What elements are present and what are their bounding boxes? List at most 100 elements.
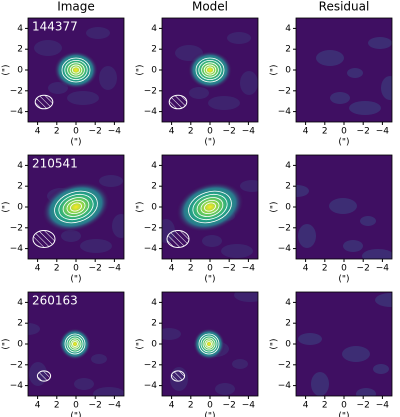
x-tick-label: −2 <box>223 264 236 274</box>
y-tick-label: 2 <box>17 182 23 192</box>
x-tick-label: 2 <box>54 401 60 411</box>
contour <box>72 340 79 347</box>
x-tick-label: −2 <box>89 401 102 411</box>
noise <box>381 76 392 100</box>
noise <box>221 244 253 258</box>
x-tick-label: 0 <box>207 264 213 274</box>
noise <box>112 214 124 238</box>
y-tick-label: 4 <box>17 298 23 308</box>
contour <box>188 190 232 224</box>
y-axis-label: (") <box>2 64 12 75</box>
y-tick-label: 0 <box>151 66 157 76</box>
x-tick-label: 0 <box>73 264 79 274</box>
y-tick-label: −4 <box>278 244 292 254</box>
y-tick-label: 2 <box>151 319 157 329</box>
noise <box>208 96 240 110</box>
x-axis-label: (") <box>70 138 81 148</box>
y-tick-label: −4 <box>278 381 292 391</box>
noise <box>316 50 344 66</box>
x-tick-label: −2 <box>357 401 370 411</box>
contour <box>67 62 85 78</box>
panel <box>296 155 392 259</box>
x-tick-label: −4 <box>242 127 256 137</box>
y-axis-label: (") <box>136 338 146 349</box>
x-tick-label: −4 <box>376 127 390 137</box>
contour <box>204 202 216 212</box>
noise <box>373 364 389 374</box>
x-tick-label: −2 <box>357 264 370 274</box>
y-tick-label: 4 <box>17 24 23 34</box>
contour <box>62 197 90 217</box>
beam <box>32 230 56 248</box>
x-tick-label: 0 <box>341 127 347 137</box>
y-tick-label: −4 <box>10 381 24 391</box>
contour <box>195 57 225 83</box>
panel <box>28 18 124 122</box>
y-tick-label: −2 <box>10 86 23 96</box>
y-tick-label: −4 <box>10 244 24 254</box>
y-tick-label: 0 <box>285 66 291 76</box>
beam <box>166 230 190 248</box>
noise <box>349 101 381 115</box>
x-tick-label: −2 <box>89 264 102 274</box>
x-tick-label: −4 <box>108 127 122 137</box>
contour <box>203 64 217 76</box>
y-tick-label: 0 <box>17 340 23 350</box>
y-axis-label: (") <box>270 64 280 75</box>
beam <box>170 370 186 382</box>
noise <box>240 71 258 95</box>
contour <box>68 337 82 351</box>
y-axis-label: (") <box>2 338 12 349</box>
x-tick-label: 2 <box>322 401 328 411</box>
contour <box>61 57 91 83</box>
panel-background <box>296 292 392 396</box>
y-tick-label: 2 <box>17 319 23 329</box>
x-tick-label: 4 <box>303 127 309 137</box>
contour <box>58 193 94 221</box>
noise <box>215 383 235 395</box>
noise <box>189 87 209 99</box>
noise <box>74 378 94 390</box>
contour <box>205 66 215 74</box>
noise <box>34 40 62 56</box>
x-tick-label: 2 <box>188 127 194 137</box>
x-tick-label: −4 <box>376 264 390 274</box>
contour <box>196 197 224 217</box>
x-tick-label: −2 <box>223 401 236 411</box>
x-tick-label: 0 <box>207 401 213 411</box>
x-axis-label: (") <box>338 275 349 285</box>
panel-background <box>296 155 392 259</box>
panel <box>162 292 258 396</box>
contour <box>202 337 216 351</box>
x-tick-label: 0 <box>341 401 347 411</box>
noise <box>298 224 316 248</box>
x-tick-label: 2 <box>322 127 328 137</box>
noise <box>162 328 181 340</box>
y-tick-label: 4 <box>285 24 291 34</box>
contour <box>71 66 81 74</box>
y-axis-label: (") <box>270 338 280 349</box>
x-tick-label: 0 <box>73 401 79 411</box>
x-axis-label: (") <box>204 275 215 285</box>
noise <box>360 216 376 226</box>
x-tick-label: −2 <box>89 127 102 137</box>
x-tick-label: −4 <box>376 401 390 411</box>
y-tick-label: 4 <box>151 298 157 308</box>
x-tick-label: −4 <box>242 264 256 274</box>
y-tick-label: 0 <box>17 66 23 76</box>
x-tick-label: 4 <box>303 401 309 411</box>
noise <box>342 346 370 362</box>
noise <box>91 354 107 364</box>
noise <box>86 27 110 39</box>
row-label: 144377 <box>32 20 78 34</box>
source <box>59 328 91 360</box>
y-tick-label: 2 <box>285 319 291 329</box>
contour <box>70 339 80 349</box>
x-tick-label: −4 <box>108 264 122 274</box>
panel <box>28 155 124 259</box>
y-tick-label: −4 <box>144 244 158 254</box>
noise <box>356 388 376 396</box>
x-axis-label: (") <box>70 412 81 417</box>
y-tick-label: 2 <box>285 182 291 192</box>
x-tick-label: 4 <box>169 127 175 137</box>
